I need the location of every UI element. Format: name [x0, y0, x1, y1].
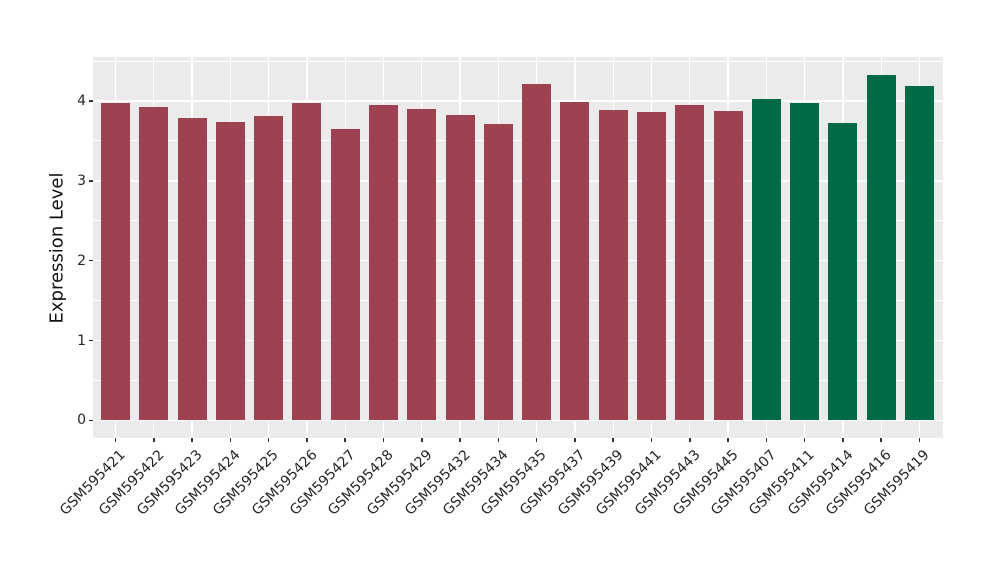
x-tick-mark-GSM595445 [727, 438, 729, 442]
x-tick-mark-GSM595426 [306, 438, 308, 442]
bar-GSM595427 [330, 128, 360, 421]
bar-GSM595407 [751, 98, 781, 421]
gridline-major-y3 [92, 180, 943, 182]
y-tick-label-3: 3 [77, 172, 86, 189]
y-tick-label-2: 2 [77, 252, 86, 269]
gridline-major-y4 [92, 100, 943, 102]
bar-GSM595426 [292, 102, 322, 421]
y-tick-mark-4 [88, 100, 93, 102]
gridline-major-y2 [92, 259, 943, 262]
x-tick-mark-GSM595432 [459, 438, 461, 442]
x-tick-mark-GSM595421 [114, 438, 117, 442]
x-tick-mark-GSM595434 [497, 438, 500, 442]
bar-GSM595429 [407, 108, 437, 421]
x-tick-mark-GSM595425 [267, 438, 270, 442]
y-tick-label-1: 1 [77, 332, 86, 349]
bar-GSM595419 [905, 85, 935, 421]
gridline-major-y0 [92, 419, 943, 422]
x-tick-mark-GSM595439 [612, 438, 614, 442]
gridline-minor-y4.5 [92, 60, 943, 62]
x-tick-mark-GSM595422 [153, 438, 155, 442]
x-tick-mark-GSM595441 [650, 438, 653, 442]
x-tick-mark-GSM595443 [689, 438, 691, 442]
bar-GSM595424 [215, 121, 245, 421]
x-tick-mark-GSM595414 [842, 438, 844, 442]
bar-GSM595428 [368, 104, 398, 421]
y-axis-title: Expression Level [46, 172, 68, 323]
bar-GSM595423 [177, 117, 207, 421]
y-tick-label-0: 0 [77, 412, 86, 429]
bar-GSM595411 [790, 102, 820, 421]
bar-GSM595432 [445, 114, 475, 421]
x-tick-mark-GSM595416 [880, 438, 882, 442]
x-tick-mark-GSM595427 [344, 438, 346, 442]
plot-panel [92, 57, 943, 438]
y-tick-mark-0 [88, 419, 93, 422]
bar-GSM595439 [598, 109, 628, 421]
x-tick-mark-GSM595411 [803, 438, 806, 442]
x-tick-mark-GSM595429 [421, 438, 423, 442]
x-tick-mark-GSM595428 [382, 438, 385, 442]
bar-GSM595416 [866, 74, 896, 421]
bar-GSM595421 [100, 103, 130, 421]
x-tick-label-GSM595421: GSM595421 [57, 447, 129, 519]
bar-GSM595414 [828, 123, 858, 421]
gridline-minor-y0.5 [92, 380, 943, 381]
bar-GSM595437 [560, 101, 590, 421]
gridline-minor-y2.5 [92, 220, 943, 222]
gridline-minor-y1.5 [92, 300, 943, 301]
y-tick-mark-1 [88, 339, 93, 342]
y-tick-mark-3 [88, 180, 93, 182]
gridline-major-y1 [92, 339, 943, 342]
bar-GSM595422 [139, 107, 169, 421]
bar-GSM595443 [675, 104, 705, 421]
y-tick-mark-2 [88, 259, 93, 262]
bar-GSM595445 [713, 111, 743, 421]
bar-GSM595441 [637, 112, 666, 421]
bar-GSM595425 [254, 116, 284, 421]
x-tick-mark-GSM595437 [574, 438, 576, 442]
x-tick-mark-GSM595424 [229, 438, 232, 442]
bar-GSM595435 [522, 84, 552, 421]
x-tick-mark-GSM595435 [535, 438, 538, 442]
x-tick-mark-GSM595419 [918, 438, 921, 442]
gridline-minor-y3.5 [92, 140, 943, 142]
x-tick-mark-GSM595407 [765, 438, 768, 442]
bar-GSM595434 [483, 124, 513, 421]
x-tick-mark-GSM595423 [191, 438, 193, 442]
y-tick-label-4: 4 [77, 92, 86, 109]
